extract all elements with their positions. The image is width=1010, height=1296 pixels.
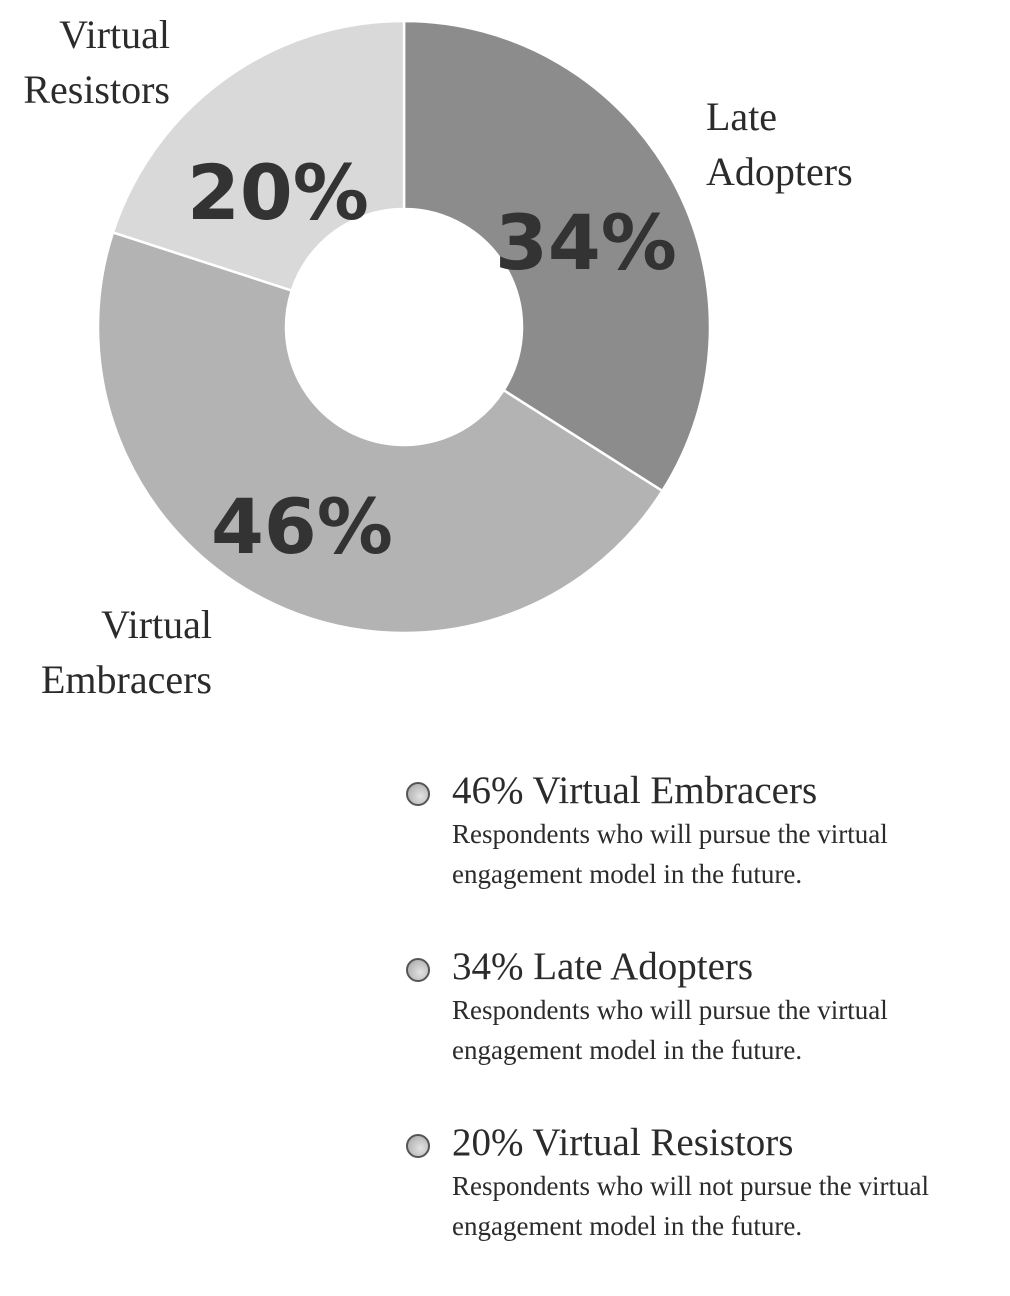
category-label-line: Late — [706, 94, 777, 139]
legend-description: Respondents who will not pursue the virt… — [452, 1171, 929, 1241]
legend-bullet-icon — [406, 782, 430, 806]
value-label-virtual-embracers: 46% — [211, 482, 393, 571]
legend-description: Respondents who will pursue the virtual … — [452, 995, 888, 1065]
legend-title: 20% Virtual Resistors — [452, 1121, 794, 1164]
category-label-line: Resistors — [23, 67, 170, 112]
category-label-late-adopters: Late Adopters — [706, 94, 853, 194]
value-label-virtual-resistors: 20% — [187, 148, 369, 237]
donut-slices — [96, 19, 712, 635]
legend-item-virtual-embracers: 46% Virtual Embracers Respondents who wi… — [404, 768, 1004, 944]
donut-value-labels: 34% 46% 20% — [187, 148, 677, 571]
slice-virtual-resistors — [111, 19, 406, 293]
legend-title: 34% Late Adopters — [452, 945, 754, 988]
slice-late-adopters — [402, 19, 712, 493]
category-label-line: Virtual — [59, 12, 170, 57]
legend: 46% Virtual Embracers Respondents who wi… — [404, 768, 1004, 1296]
legend-description: Respondents who will pursue the virtual … — [452, 819, 888, 889]
value-label-late-adopters: 34% — [495, 198, 677, 287]
legend-item-late-adopters: 34% Late Adopters Respondents who will p… — [404, 944, 1004, 1120]
category-label-virtual-resistors: Virtual Resistors — [23, 12, 170, 112]
category-label-virtual-embracers: Virtual Embracers — [41, 602, 212, 702]
legend-item-virtual-resistors: 20% Virtual Resistors Respondents who wi… — [404, 1120, 1004, 1296]
category-label-line: Embracers — [41, 657, 212, 702]
legend-bullet-icon — [406, 1134, 430, 1158]
legend-bullet-icon — [406, 958, 430, 982]
legend-title: 46% Virtual Embracers — [452, 769, 818, 812]
slice-virtual-embracers — [96, 230, 665, 635]
donut-category-labels: Late Adopters Virtual Embracers Virtual Resis… — [23, 12, 852, 702]
category-label-line: Adopters — [706, 149, 853, 194]
category-label-line: Virtual — [101, 602, 212, 647]
